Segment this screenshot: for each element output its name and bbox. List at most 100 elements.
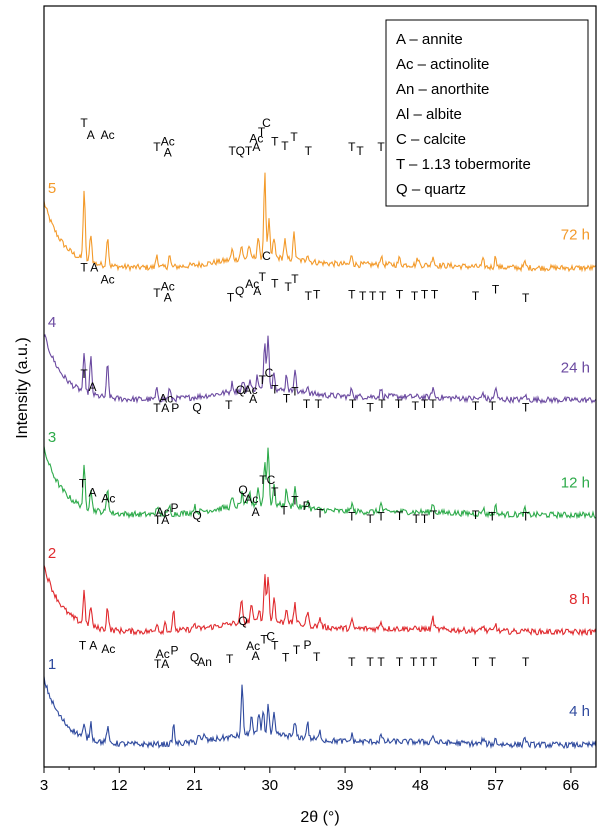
phase-marker-label: T	[369, 289, 377, 303]
phase-marker-label: Ac	[244, 383, 258, 397]
legend-entry: C – calcite	[396, 131, 466, 148]
phase-marker-label: A	[88, 380, 96, 394]
phase-marker-label: A	[164, 290, 172, 304]
series-line-5	[43, 172, 597, 273]
phase-marker-label: T	[421, 512, 429, 526]
phase-marker-label: P	[170, 501, 178, 515]
phase-marker-label: T	[153, 286, 161, 300]
phase-marker-label: A	[161, 513, 169, 527]
phase-marker-label: T	[396, 509, 404, 523]
phase-marker-label: T	[153, 140, 161, 154]
phase-marker-label: T	[259, 373, 267, 387]
phase-marker-label: T	[522, 510, 530, 524]
phase-marker-label: T	[271, 485, 279, 499]
phase-marker-label: T	[348, 510, 356, 524]
phase-marker-label: T	[305, 144, 313, 158]
phase-marker-label: P	[171, 401, 179, 415]
phase-marker-label: T	[367, 401, 375, 415]
legend-box	[385, 19, 589, 207]
phase-marker-label: T	[421, 397, 429, 411]
phase-marker-label: T	[472, 399, 480, 413]
phase-marker-label: T	[271, 383, 279, 397]
phase-marker-label: T	[280, 504, 288, 518]
x-tick-label: 21	[186, 777, 203, 794]
phase-marker-label: T	[226, 652, 234, 666]
phase-marker-label: T	[305, 289, 313, 303]
phase-marker-label: Ac	[246, 639, 260, 653]
phase-marker-label: T	[80, 260, 88, 274]
phase-marker-label: T	[154, 513, 162, 527]
phase-marker-label: T	[291, 384, 299, 398]
phase-marker-label: T	[259, 270, 267, 284]
phase-marker-label: T	[348, 655, 356, 669]
phase-marker-label: T	[80, 116, 88, 130]
phase-marker-label: T	[489, 399, 497, 413]
phase-marker-label: T	[154, 657, 162, 671]
phase-marker-label: T	[410, 655, 418, 669]
phase-marker-label: T	[396, 287, 404, 301]
phase-marker-label: T	[348, 287, 356, 301]
phase-marker-label: T	[395, 397, 403, 411]
phase-marker-label: T	[313, 287, 321, 301]
phase-marker-label: Q	[236, 383, 245, 397]
phase-marker-label: TC	[259, 473, 275, 487]
phase-marker-label: T	[291, 272, 299, 286]
x-axis-label: 2θ (°)	[300, 809, 339, 826]
phase-marker-label: T	[291, 493, 299, 507]
curve-number-label: 2	[48, 545, 56, 562]
phase-marker-label: T	[271, 135, 279, 149]
phase-marker-label: T	[229, 144, 237, 158]
phase-marker-label: T	[522, 655, 530, 669]
phase-marker-label: A	[252, 649, 260, 663]
y-axis-label: Intensity (a.u.)	[14, 337, 31, 438]
x-tick-label: 39	[337, 777, 354, 794]
phase-marker-label: T	[421, 287, 429, 301]
series-line-2	[43, 565, 597, 637]
phase-marker-label: Q	[192, 508, 201, 522]
phase-marker-label: Q	[238, 614, 247, 628]
phase-marker-label: T	[313, 650, 321, 664]
phase-marker-label: T	[378, 397, 386, 411]
phase-marker-label: P	[170, 643, 178, 657]
phase-marker-label: T	[315, 397, 323, 411]
legend-entry: T – 1.13 tobermorite	[396, 156, 531, 173]
phase-marker-label: Q	[192, 401, 201, 415]
phase-marker-label: Ac	[101, 272, 115, 286]
x-axis: 3 12 21 30 39 48 57 66	[40, 767, 579, 794]
phase-marker-label: T	[379, 289, 387, 303]
phase-marker-label: T	[489, 510, 497, 524]
x-tick-label: 12	[111, 777, 128, 794]
curve-time-label: 4 h	[569, 703, 590, 720]
phase-marker-label: T	[281, 139, 289, 153]
phase-marker-label: T	[227, 290, 235, 304]
phase-marker-label: C	[266, 630, 275, 644]
phase-marker-label: T	[431, 287, 439, 301]
phase-marker-label: A	[90, 260, 98, 274]
phase-marker-label: Ac	[245, 277, 259, 291]
phase-marker-label: A	[252, 140, 260, 154]
legend: A – annite Ac – actinolite An – anorthite A…	[385, 19, 589, 207]
x-tick-label: 66	[563, 777, 580, 794]
phase-marker-label: T	[303, 397, 311, 411]
phase-marker-label: A	[88, 486, 96, 500]
phase-marker-label: Ac	[101, 492, 115, 506]
legend-entry: Q – quartz	[396, 181, 466, 198]
phase-marker-label: Ac	[161, 135, 175, 149]
phase-marker-label: T	[349, 397, 357, 411]
phase-marker-label: T	[367, 655, 375, 669]
phase-marker-label: T	[522, 291, 530, 305]
phase-marker-label: Ac	[159, 392, 173, 406]
legend-entry: Ac – actinolite	[396, 56, 489, 73]
phase-marker-label: T	[79, 639, 87, 653]
phase-marker-label: T	[348, 140, 356, 154]
phase-marker-label: T	[522, 401, 530, 415]
phase-marker-label: A	[161, 401, 169, 415]
phase-marker-label: Q	[238, 483, 247, 497]
phase-marker-label: T	[396, 655, 404, 669]
phase-marker-label: T	[225, 398, 233, 412]
curve-time-label: 8 h	[569, 591, 590, 608]
phase-marker-label: T	[260, 633, 268, 647]
curve-number-label: 5	[48, 180, 56, 197]
curve-number-label: 4	[48, 314, 56, 331]
phase-marker-label: QT	[236, 144, 253, 158]
